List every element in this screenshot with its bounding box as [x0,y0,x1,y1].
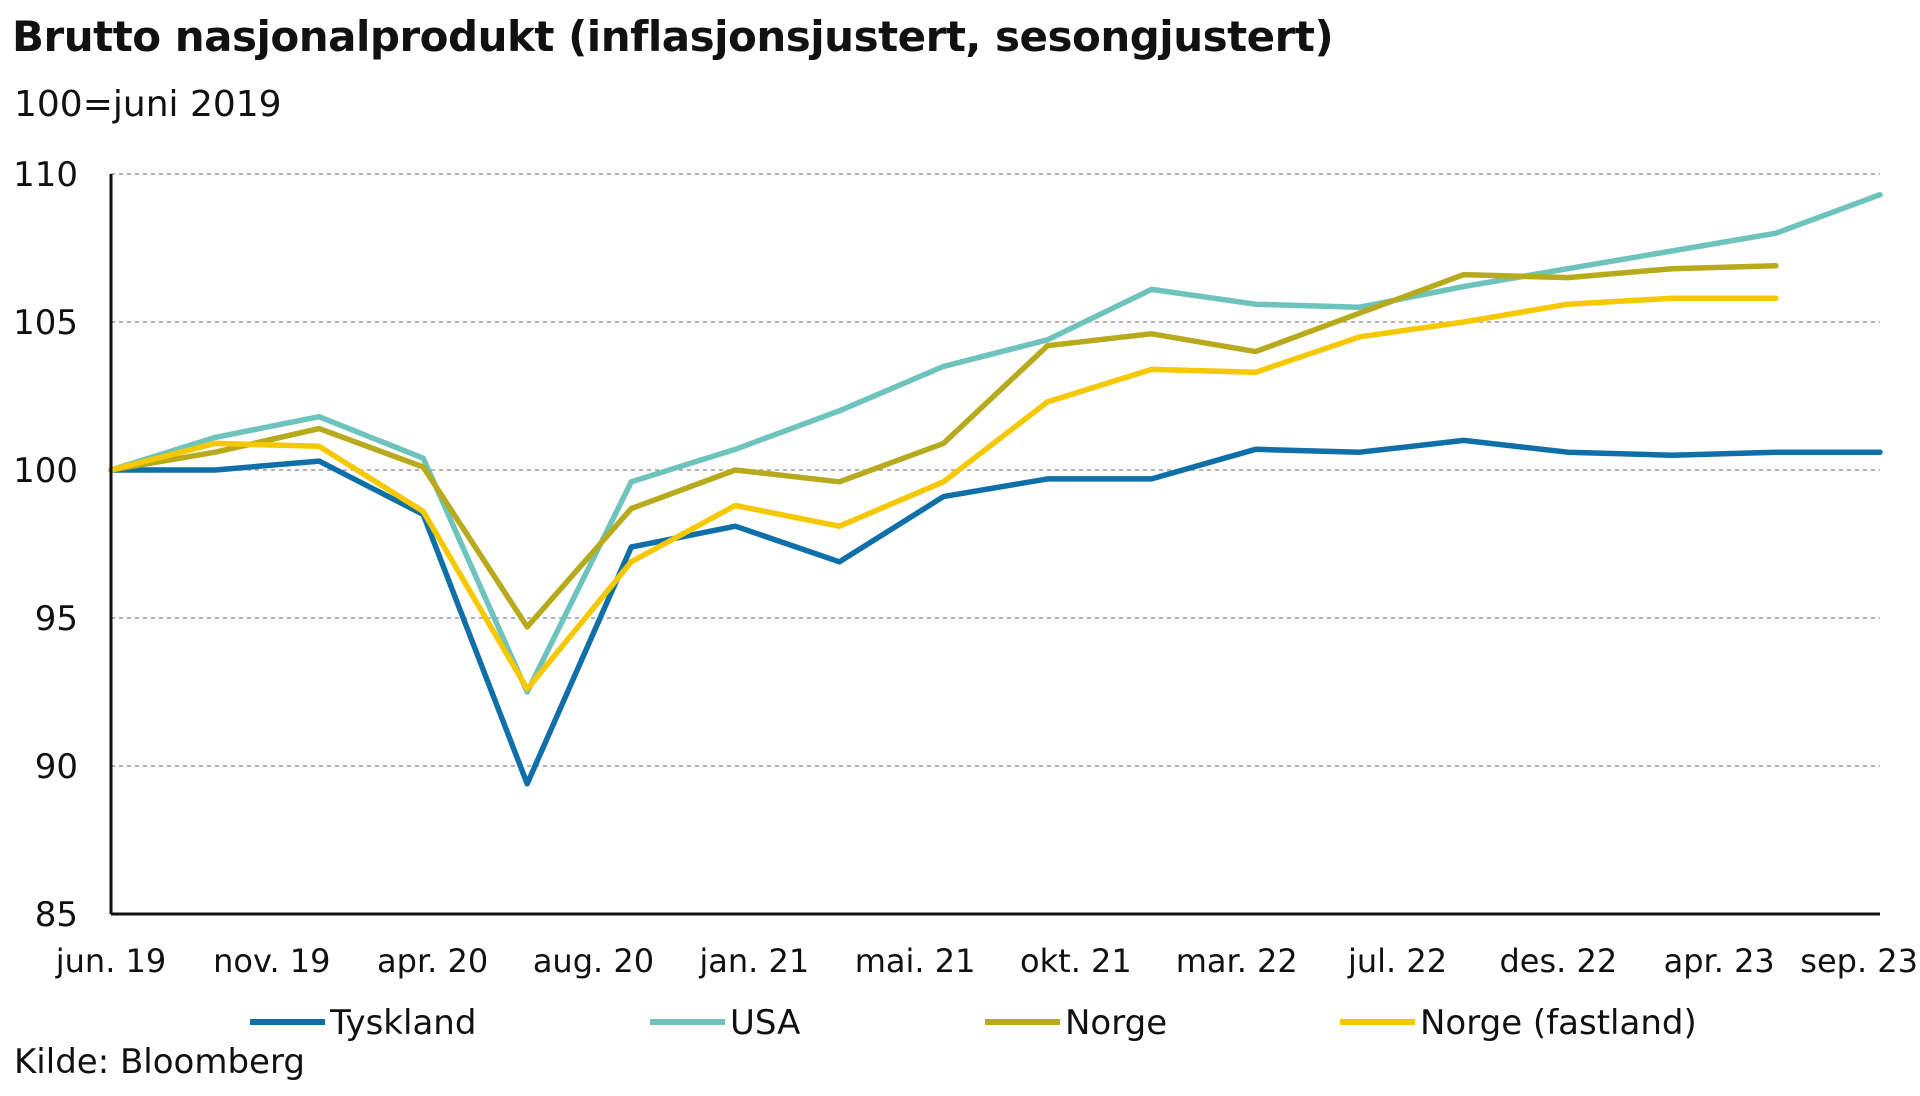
x-axis-ticks: jun. 19 nov. 19 apr. 20 aug. 20 jan. 21 mai. … [55,942,1918,980]
x-tick-label: jul. 22 [1347,942,1447,980]
chart-title: Brutto nasjonalprodukt (inflasjonsjuster… [12,12,1334,61]
gridlines [111,173,1880,767]
x-tick-label: nov. 19 [213,942,330,980]
legend-label: Norge [1065,1003,1167,1043]
y-tick-label: 100 [13,451,78,491]
x-tick-label: jan. 21 [698,942,809,980]
x-tick-label: apr. 23 [1664,942,1775,980]
series-line-norge-fastland [108,295,1779,692]
y-tick-label: 105 [13,303,78,343]
series-lines [108,191,1883,787]
y-axis-ticks: 85 90 95 100 105 110 [13,155,78,935]
x-tick-label: aug. 20 [533,942,654,980]
x-tick-label: apr. 20 [377,942,488,980]
x-tick-label: des. 22 [1499,942,1617,980]
y-tick-label: 95 [35,599,78,639]
chart-subtitle: 100=juni 2019 [14,84,282,125]
legend-label: USA [730,1003,800,1043]
series-line-norge [108,263,1779,630]
series-line-usa [108,191,1883,695]
y-tick-label: 90 [35,747,78,787]
x-tick-label: okt. 21 [1020,942,1132,980]
legend: Tyskland USA Norge Norge (fastland) [250,1003,1697,1043]
source-note: Kilde: Bloomberg [14,1042,305,1082]
y-tick-label: 85 [35,895,78,935]
x-tick-label: mai. 21 [855,942,976,980]
y-tick-label: 110 [13,155,78,195]
x-tick-label: sep. 23 [1800,942,1918,980]
x-tick-label: mar. 22 [1176,942,1298,980]
legend-label: Tyskland [329,1003,476,1043]
legend-label: Norge (fastland) [1420,1003,1697,1043]
series-line-tyskland [108,437,1883,787]
x-tick-label: jun. 19 [55,942,167,980]
